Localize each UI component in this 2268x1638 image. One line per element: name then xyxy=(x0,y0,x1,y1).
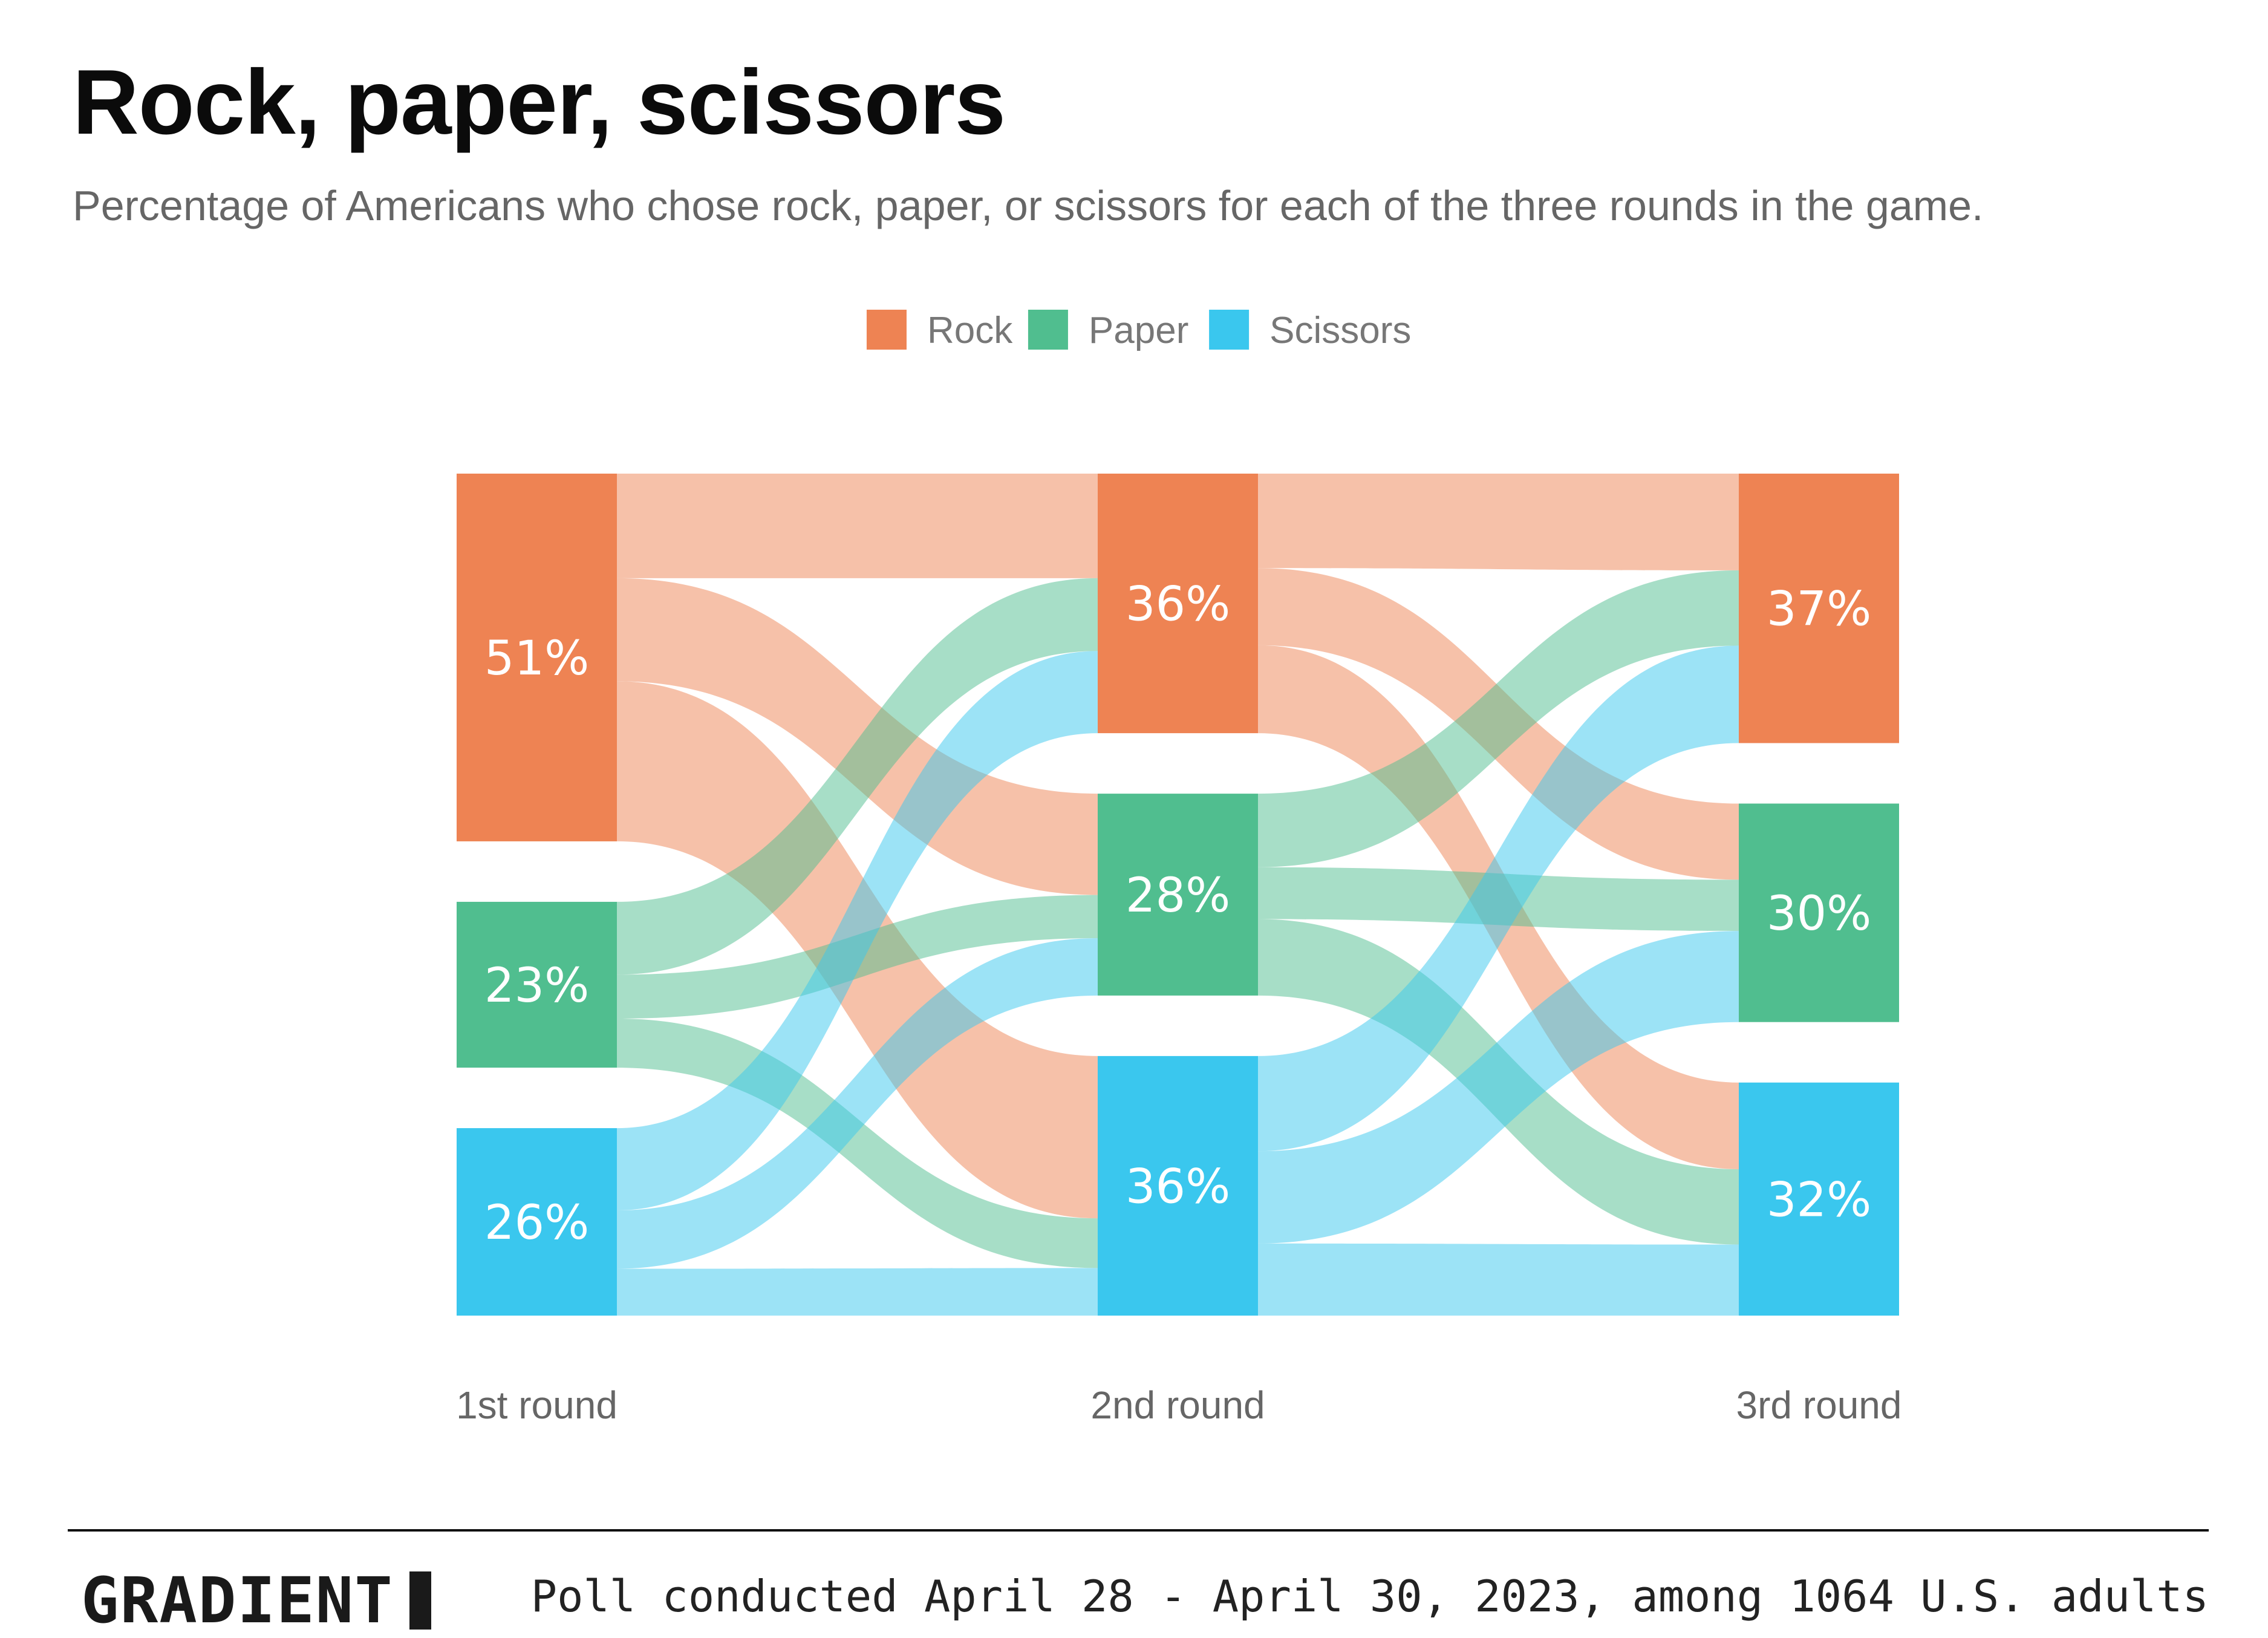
flow-1st-scissors-to-rock xyxy=(617,651,1098,1210)
flow-1st-scissors-to-paper xyxy=(617,938,1098,1269)
node-2-rock xyxy=(1098,474,1258,734)
legend-swatch-rock xyxy=(866,310,907,350)
brand-cursor-block xyxy=(409,1571,431,1630)
node-3-rock xyxy=(1739,474,1899,743)
flow-1st-paper-to-rock xyxy=(617,578,1098,975)
node-2-scissors xyxy=(1098,1056,1258,1316)
brand-name: GRADIENT xyxy=(81,1564,394,1637)
footer-divider xyxy=(68,1529,2209,1532)
flow-2nd-scissors-to-paper xyxy=(1258,931,1739,1244)
round-label-2: 2nd round xyxy=(1090,1383,1265,1427)
round-label-3: 3rd round xyxy=(1736,1383,1902,1427)
chart-subtitle: Percentage of Americans who chose rock, … xyxy=(73,182,1984,229)
node-label-3-paper: 30% xyxy=(1767,887,1871,941)
flow-2nd-scissors-to-rock xyxy=(1258,645,1739,1152)
flow-1st-scissors-to-scissors xyxy=(617,1268,1098,1316)
chart-legend: Rock Paper Scissors xyxy=(866,310,1411,351)
round-nodes: 51% 23% 26% 36% 28% 36% 37% 30% 32% xyxy=(457,474,1899,1316)
legend-label-scissors: Scissors xyxy=(1269,310,1411,351)
flow-1st-rock-to-rock xyxy=(617,474,1098,578)
poll-footnote: Poll conducted April 28 - April 30, 2023… xyxy=(530,1571,2209,1622)
round-label-1: 1st round xyxy=(456,1383,618,1427)
round-axis-labels: 1st round 2nd round 3rd round xyxy=(456,1383,1901,1427)
legend-swatch-paper xyxy=(1028,310,1068,350)
flow-2nd-scissors-to-scissors xyxy=(1258,1243,1739,1316)
flow-1st-rock-to-paper xyxy=(617,578,1098,895)
node-2-paper xyxy=(1098,794,1258,996)
chart-title: Rock, paper, scissors xyxy=(73,51,1006,154)
legend-label-paper: Paper xyxy=(1089,310,1188,351)
brand-logo: GRADIENT xyxy=(81,1564,431,1637)
node-label-2-rock: 36% xyxy=(1126,578,1230,632)
node-1-scissors xyxy=(457,1128,617,1316)
node-1-rock xyxy=(457,474,617,841)
flow-2nd-paper-to-rock xyxy=(1258,570,1739,867)
node-label-1-paper: 23% xyxy=(484,959,589,1013)
node-3-paper xyxy=(1739,803,1899,1022)
legend-label-rock: Rock xyxy=(927,310,1013,351)
node-label-3-scissors: 32% xyxy=(1767,1173,1871,1227)
node-label-1-rock: 51% xyxy=(484,631,589,686)
node-label-2-scissors: 36% xyxy=(1126,1160,1230,1214)
flow-2nd-rock-to-rock xyxy=(1258,474,1739,570)
node-1-paper xyxy=(457,901,617,1068)
node-label-1-scissors: 26% xyxy=(484,1196,589,1250)
legend-swatch-scissors xyxy=(1209,310,1250,350)
node-label-3-rock: 37% xyxy=(1767,582,1871,637)
node-3-scissors xyxy=(1739,1082,1899,1316)
node-label-2-paper: 28% xyxy=(1126,869,1230,923)
flow-links xyxy=(617,474,1739,1316)
